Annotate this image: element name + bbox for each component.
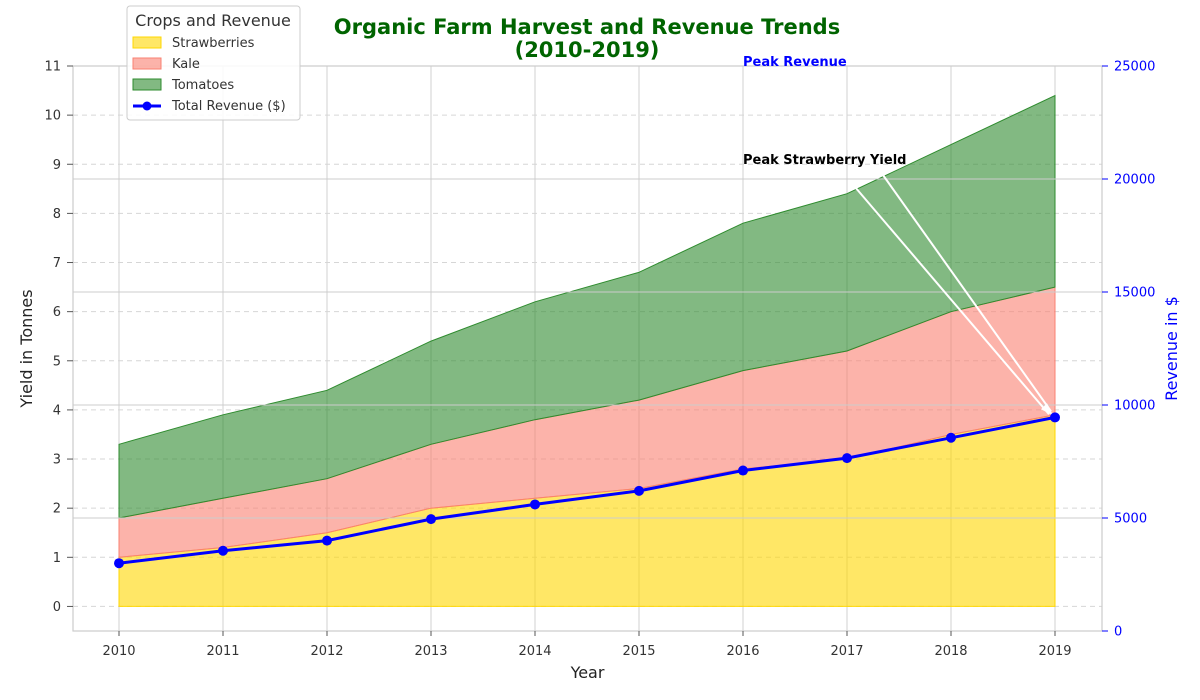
y-tick-label: 10 xyxy=(44,109,61,124)
x-tick-label: 2016 xyxy=(726,644,759,659)
legend-swatch xyxy=(132,78,162,91)
y-axis-label: Yield in Tonnes xyxy=(17,289,36,408)
revenue-point xyxy=(530,499,540,510)
legend-label: Kale xyxy=(172,57,200,72)
revenue-point xyxy=(426,514,436,525)
x-tick-label: 2011 xyxy=(206,644,239,659)
revenue-point xyxy=(842,453,852,464)
x-tick-label: 2013 xyxy=(414,644,447,659)
y-tick-label: 3 xyxy=(53,453,61,468)
legend-label: Tomatoes xyxy=(171,78,234,93)
y-right-tick-label: 5000 xyxy=(1114,512,1147,527)
y-tick-label: 1 xyxy=(53,551,61,566)
legend-label: Strawberries xyxy=(172,36,255,51)
x-tick-label: 2019 xyxy=(1038,644,1071,659)
annotation-arrow-strawberry xyxy=(854,186,1050,415)
revenue-line xyxy=(118,415,1056,565)
x-tick-label: 2015 xyxy=(622,644,655,659)
y-right-tick-label: 15000 xyxy=(1114,286,1155,301)
y-tick-label: 0 xyxy=(53,600,61,615)
y-right-axis-label: Revenue in $ xyxy=(1162,296,1181,401)
annotation-peak-revenue: Peak Revenue xyxy=(743,55,847,70)
y-right-tick-label: 25000 xyxy=(1114,60,1155,75)
revenue-point xyxy=(946,432,956,443)
arrowhead xyxy=(1041,403,1053,416)
y-tick-label: 11 xyxy=(44,60,61,75)
x-axis-label: Year xyxy=(570,663,605,682)
revenue-point xyxy=(1050,412,1060,423)
legend-marker xyxy=(142,101,152,111)
y-tick-label: 4 xyxy=(53,403,61,418)
legend-box xyxy=(126,5,301,121)
annotation-arrow-revenue xyxy=(877,167,1052,412)
x-tick-label: 2012 xyxy=(310,644,343,659)
revenue-point xyxy=(634,485,644,496)
revenue-point xyxy=(322,535,332,546)
y-tick-label: 9 xyxy=(53,158,61,173)
legend-swatch xyxy=(132,36,162,49)
y-tick-label: 2 xyxy=(53,502,61,517)
y-right-tick-label: 0 xyxy=(1114,625,1122,640)
legend: Crops and Revenue Strawberries Kale Tomatoe… xyxy=(126,5,301,121)
x-tick-label: 2010 xyxy=(102,644,135,659)
y-tick-label: 8 xyxy=(53,207,61,222)
chart-subtitle: (2010-2019) xyxy=(515,38,660,62)
legend-label: Total Revenue ($) xyxy=(171,99,286,114)
area-tomatoes xyxy=(118,94,1056,519)
y-tick-label: 6 xyxy=(53,305,61,320)
legend-swatch xyxy=(132,57,162,70)
y-right-tick-label: 20000 xyxy=(1114,173,1155,188)
y-tick-label: 7 xyxy=(53,256,61,271)
plot-frame xyxy=(72,65,1103,632)
y-tick-label: 5 xyxy=(53,354,61,369)
revenue-point xyxy=(218,545,228,556)
legend-title: Crops and Revenue xyxy=(135,11,291,30)
annotation-peak-strawberry: Peak Strawberry Yield xyxy=(743,153,906,168)
x-tick-label: 2017 xyxy=(830,644,863,659)
x-tick-label: 2018 xyxy=(934,644,967,659)
y-right-tick-label: 10000 xyxy=(1114,399,1155,414)
revenue-point xyxy=(114,558,124,569)
x-tick-label: 2014 xyxy=(518,644,551,659)
chart-title: Organic Farm Harvest and Revenue Trends xyxy=(334,15,840,39)
revenue-point xyxy=(738,465,748,476)
